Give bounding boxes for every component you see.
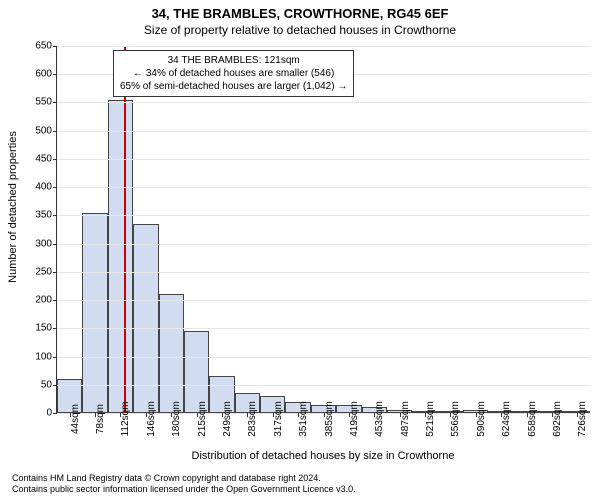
bar — [108, 100, 133, 413]
xtick: 419sqm — [349, 413, 350, 417]
xtick-label: 180sqm — [171, 401, 182, 437]
caption-line-1: Contains HM Land Registry data © Crown c… — [12, 473, 356, 485]
gridline — [57, 131, 590, 132]
xtick-label: 453sqm — [374, 401, 385, 437]
ytick-label: 550 — [35, 97, 57, 108]
ytick-label: 500 — [35, 125, 57, 136]
chart-container: 34, THE BRAMBLES, CROWTHORNE, RG45 6EF S… — [0, 0, 600, 500]
gridline — [57, 159, 590, 160]
xtick-label: 419sqm — [349, 401, 360, 437]
xtick: 487sqm — [400, 413, 401, 417]
xtick: 658sqm — [527, 413, 528, 417]
gridline — [57, 272, 590, 273]
xtick-label: 283sqm — [247, 401, 258, 437]
xtick: 726sqm — [577, 413, 578, 417]
ytick-label: 200 — [35, 295, 57, 306]
ytick-label: 250 — [35, 266, 57, 277]
xtick: 556sqm — [450, 413, 451, 417]
xtick: 624sqm — [501, 413, 502, 417]
ytick-label: 450 — [35, 153, 57, 164]
gridline — [57, 102, 590, 103]
gridline — [57, 385, 590, 386]
xtick: 692sqm — [552, 413, 553, 417]
xtick: 78sqm — [95, 413, 96, 417]
xtick-label: 658sqm — [527, 401, 538, 437]
gridline — [57, 215, 590, 216]
ytick-label: 50 — [41, 379, 57, 390]
gridline — [57, 46, 590, 47]
gridline — [57, 328, 590, 329]
annotation-line-3: 65% of semi-detached houses are larger (… — [120, 80, 347, 93]
xtick-label: 78sqm — [95, 404, 106, 434]
xtick: 146sqm — [146, 413, 147, 417]
gridline — [57, 187, 590, 188]
plot: 34 THE BRAMBLES: 121sqm ← 34% of detache… — [56, 46, 590, 414]
caption-line-2: Contains public sector information licen… — [12, 484, 356, 496]
xtick-label: 487sqm — [400, 401, 411, 437]
xtick-label: 146sqm — [146, 401, 157, 437]
xtick-label: 44sqm — [70, 404, 81, 434]
xtick: 215sqm — [197, 413, 198, 417]
page-subtitle: Size of property relative to detached ho… — [0, 21, 600, 37]
xtick: 283sqm — [247, 413, 248, 417]
xtick-label: 112sqm — [120, 402, 131, 437]
ytick-label: 150 — [35, 323, 57, 334]
gridline — [57, 300, 590, 301]
y-axis-label: Number of detached properties — [4, 0, 22, 414]
x-axis-label: Distribution of detached houses by size … — [56, 450, 590, 462]
annotation-line-1: 34 THE BRAMBLES: 121sqm — [120, 54, 347, 67]
plot-area: 34 THE BRAMBLES: 121sqm ← 34% of detache… — [56, 46, 590, 414]
xtick-label: 317sqm — [273, 401, 284, 437]
xtick: 317sqm — [273, 413, 274, 417]
caption: Contains HM Land Registry data © Crown c… — [12, 473, 356, 496]
xtick-label: 249sqm — [222, 401, 233, 437]
ytick-label: 400 — [35, 182, 57, 193]
xtick: 521sqm — [425, 413, 426, 417]
ytick-label: 350 — [35, 210, 57, 221]
marker-line — [124, 46, 126, 413]
xtick-label: 521sqm — [425, 401, 436, 437]
xtick: 351sqm — [298, 413, 299, 417]
ytick-label: 600 — [35, 69, 57, 80]
xtick-label: 692sqm — [552, 401, 563, 437]
gridline — [57, 244, 590, 245]
xtick: 249sqm — [222, 413, 223, 417]
annotation-box: 34 THE BRAMBLES: 121sqm ← 34% of detache… — [113, 50, 354, 97]
page-title: 34, THE BRAMBLES, CROWTHORNE, RG45 6EF — [0, 0, 600, 21]
xtick: 453sqm — [374, 413, 375, 417]
ytick-label: 300 — [35, 238, 57, 249]
xtick-label: 351sqm — [298, 401, 309, 437]
ytick-label: 650 — [35, 41, 57, 52]
xtick: 385sqm — [324, 413, 325, 417]
xtick-label: 556sqm — [450, 401, 461, 437]
bars-group — [57, 46, 590, 413]
xtick-label: 215sqm — [197, 401, 208, 437]
xtick-label: 590sqm — [476, 401, 487, 437]
xtick: 590sqm — [476, 413, 477, 417]
ytick-label: 0 — [46, 408, 57, 419]
xtick: 44sqm — [70, 413, 71, 417]
xtick-label: 624sqm — [501, 401, 512, 437]
xtick-label: 385sqm — [324, 401, 335, 437]
annotation-line-2: ← 34% of detached houses are smaller (54… — [120, 67, 347, 80]
xtick-label: 726sqm — [577, 401, 588, 437]
xtick: 180sqm — [171, 413, 172, 417]
ytick-label: 100 — [35, 351, 57, 362]
gridline — [57, 357, 590, 358]
xtick: 112sqm — [120, 413, 121, 417]
bar — [159, 294, 184, 413]
